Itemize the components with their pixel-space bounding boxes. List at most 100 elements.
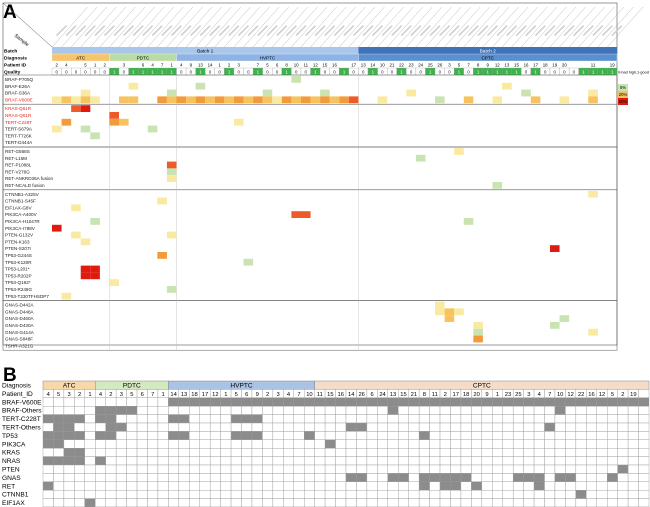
mutation-cell	[262, 498, 274, 507]
mutation-cell	[418, 406, 430, 415]
mutation-cell	[283, 406, 294, 415]
patient-id: 5	[266, 63, 269, 68]
diagnosis-header: Diagnosis	[2, 383, 32, 390]
heat-cell	[71, 231, 81, 239]
mutation-cell	[283, 448, 294, 457]
mutation-cell	[586, 498, 597, 507]
sample-label-line	[262, 6, 299, 48]
mutation-cell	[220, 481, 232, 491]
mutation-cell	[157, 422, 169, 432]
mutation-label: PTEN-K163	[5, 239, 30, 244]
heat-cell	[109, 279, 120, 286]
patient-id: 4	[180, 63, 183, 68]
mutation-cell	[63, 422, 75, 432]
mutation-cell	[272, 456, 284, 466]
mutation-cell	[157, 397, 169, 407]
mutation-label: TP53-R202P	[5, 273, 32, 278]
patient-id: 24	[379, 392, 386, 398]
mutation-label: NRAS-Q61R	[5, 113, 32, 118]
mutation-cell	[168, 422, 180, 432]
mutation-cell	[617, 422, 629, 432]
patient-id: 11	[432, 392, 438, 398]
patient-id: 25	[515, 392, 521, 398]
sample-label-line	[157, 6, 194, 48]
mutation-cell	[450, 431, 462, 440]
mutation-cell	[554, 439, 566, 449]
quality-value: 1	[601, 69, 604, 74]
mutation-cell	[565, 397, 577, 407]
heat-cell	[52, 125, 62, 133]
mutation-cell	[262, 456, 274, 466]
mutation-label: BRAF-E26A	[5, 84, 31, 89]
mutation-cell	[565, 490, 577, 499]
mutation-cell	[241, 464, 253, 474]
mutation-cell	[356, 464, 368, 474]
mutation-cell	[293, 414, 305, 424]
mutation-cell	[408, 439, 420, 449]
mutation-cell	[523, 397, 535, 407]
mutation-cell	[262, 448, 274, 457]
mutation-cell	[168, 464, 180, 474]
patient-id: 21	[390, 63, 395, 68]
mutation-cell	[42, 498, 54, 507]
heat-cell	[348, 96, 359, 104]
mutation-cell	[63, 473, 75, 482]
mutation-cell	[199, 473, 211, 482]
mutation-cell	[617, 498, 629, 507]
heat-cell	[272, 96, 282, 104]
sample-label-line	[195, 6, 232, 48]
sample-label	[477, 25, 489, 37]
mutation-cell	[418, 448, 430, 457]
patient-id: 20	[562, 63, 567, 68]
patient-id: 3	[276, 392, 279, 398]
patient-id: 12	[495, 63, 500, 68]
quality-value: 0	[180, 69, 183, 74]
sample-label	[75, 25, 87, 37]
mutation-cell	[147, 414, 159, 424]
mutation-cell	[84, 406, 96, 415]
mutation-cell	[115, 473, 127, 482]
mutation-cell	[627, 439, 639, 449]
mutation-cell	[544, 456, 556, 466]
patient-id: 14	[170, 392, 177, 398]
sample-label-line	[607, 6, 644, 48]
patient-id: 5	[235, 392, 238, 398]
patient-id: 14	[208, 63, 213, 68]
patient-id: 8	[477, 63, 480, 68]
patient-id: 17	[533, 63, 538, 68]
mutation-cell	[262, 439, 274, 449]
mutation-cell	[189, 422, 200, 432]
mutation-cell	[105, 439, 117, 449]
sample-label-line	[147, 6, 184, 48]
mutation-cell	[377, 422, 388, 432]
mutation-block-1	[2, 103, 618, 148]
mutation-cell	[241, 422, 253, 432]
sample-label-line	[80, 6, 117, 48]
patient-id: 5	[611, 392, 614, 398]
mutation-cell	[304, 498, 315, 507]
mutation-cell	[324, 498, 336, 507]
mutation-cell	[523, 490, 535, 499]
mutation-cell	[335, 464, 347, 474]
mutation-cell	[512, 439, 524, 449]
mutation-label: PIK3CA-H1047R	[5, 219, 40, 224]
mutation-cell	[481, 473, 493, 482]
mutation-cell	[575, 448, 587, 457]
mutation-cell	[272, 406, 284, 415]
mutation-cell	[502, 456, 514, 466]
mutation-cell	[63, 439, 75, 449]
mutation-cell	[74, 448, 85, 457]
mutation-cell	[523, 431, 535, 440]
mutation-cell	[53, 473, 65, 482]
mutation-cell	[460, 414, 472, 424]
sample-label	[276, 25, 288, 37]
mutation-cell	[575, 439, 587, 449]
mutation-cell	[283, 431, 294, 440]
sample-label	[525, 25, 537, 37]
mutation-cell	[42, 490, 54, 499]
mutation-cell	[220, 464, 232, 474]
mutation-cell	[471, 448, 483, 457]
mutation-cell	[115, 431, 127, 440]
row-label: KRAS	[2, 450, 21, 457]
mutation-cell	[314, 464, 326, 474]
